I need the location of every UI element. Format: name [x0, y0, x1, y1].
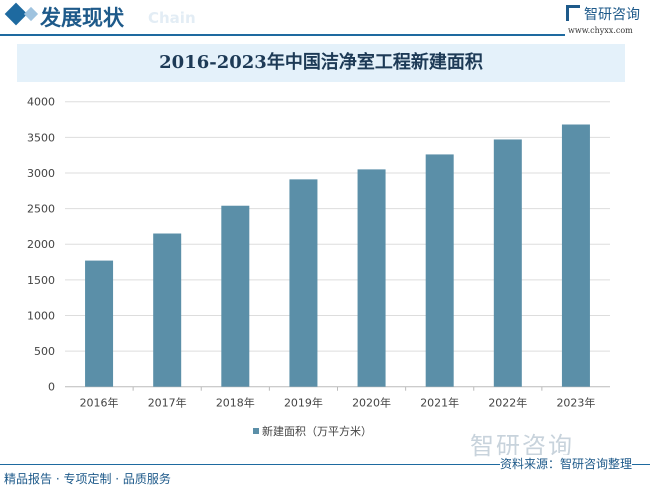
header-divider [0, 34, 565, 36]
bar [425, 154, 454, 387]
y-tick-label: 4000 [27, 96, 55, 109]
x-tick-label: 2016年 [80, 396, 119, 410]
y-tick-label: 1000 [27, 309, 55, 322]
legend-label: 新建面积（万平方米） [262, 424, 372, 438]
x-tick-label: 2018年 [216, 396, 255, 410]
bar [493, 139, 522, 387]
bar [289, 179, 318, 387]
site-url: www.chyxx.com [568, 26, 633, 35]
logo-icon [566, 5, 580, 21]
y-tick-label: 0 [48, 381, 55, 394]
header-title: 发展现状 [40, 6, 124, 30]
bar [153, 233, 182, 387]
footer-slogan: 精品报告 · 专项定制 · 品质服务 [4, 472, 171, 486]
header-subtitle: Chain [148, 9, 196, 27]
x-tick-label: 2019年 [284, 396, 323, 410]
bar [85, 260, 114, 387]
x-tick-label: 2020年 [352, 396, 391, 410]
x-tick-label: 2021年 [420, 396, 459, 410]
x-tick-label: 2022年 [488, 396, 527, 410]
y-tick-label: 1500 [27, 274, 55, 287]
y-tick-label: 3000 [27, 167, 55, 180]
chart-title: 2016-2023年中国洁净室工程新建面积 [17, 44, 625, 82]
logo-text: 智研咨询 [584, 7, 640, 23]
bar [561, 124, 590, 387]
bar [357, 169, 386, 387]
x-tick-label: 2017年 [148, 396, 187, 410]
source-note: 资料来源：智研咨询整理 [500, 455, 633, 472]
logo: 智研咨询 [566, 4, 640, 24]
legend-swatch [253, 428, 259, 434]
y-tick-label: 2000 [27, 238, 55, 251]
y-tick-label: 500 [34, 345, 55, 358]
bar [221, 205, 250, 387]
y-tick-label: 2500 [27, 203, 55, 216]
x-tick-label: 2023年 [556, 396, 595, 410]
footer-divider [0, 464, 650, 465]
y-tick-label: 3500 [27, 131, 55, 144]
